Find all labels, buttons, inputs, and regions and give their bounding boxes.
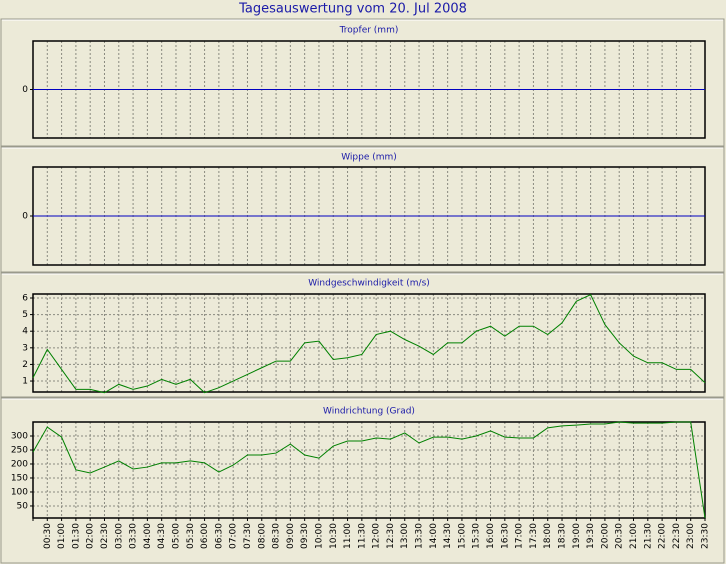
x-tick-label: 00:30 bbox=[43, 523, 53, 549]
x-tick-label: 09:00 bbox=[286, 523, 296, 549]
x-tick-label: 14:00 bbox=[429, 523, 439, 549]
y-tick-label: 300 bbox=[11, 431, 28, 441]
x-tick-label: 11:00 bbox=[343, 523, 353, 549]
panel-title: Windgeschwindigkeit (m/s) bbox=[308, 279, 430, 289]
x-tick-label: 22:30 bbox=[672, 523, 682, 549]
x-tick-label: 02:00 bbox=[86, 523, 96, 549]
x-tick-label: 18:30 bbox=[558, 523, 568, 549]
y-tick-label: 250 bbox=[11, 445, 28, 455]
x-tick-label: 21:30 bbox=[643, 523, 653, 549]
x-tick-label: 17:30 bbox=[529, 523, 539, 549]
panel-title: Windrichtung (Grad) bbox=[323, 407, 415, 417]
x-tick-label: 13:30 bbox=[415, 523, 425, 549]
panel-frame bbox=[0, 272, 725, 398]
x-tick-label: 16:30 bbox=[500, 523, 510, 549]
x-tick-label: 08:30 bbox=[272, 523, 282, 549]
x-tick-label: 04:00 bbox=[143, 523, 153, 549]
x-tick-label: 19:30 bbox=[586, 523, 596, 549]
x-tick-label: 10:30 bbox=[329, 523, 339, 549]
x-tick-label: 04:30 bbox=[157, 523, 167, 549]
data-line bbox=[32, 421, 706, 519]
x-tick-label: 13:00 bbox=[400, 523, 410, 549]
x-tick-label: 09:30 bbox=[300, 523, 310, 549]
x-tick-label: 20:30 bbox=[615, 523, 625, 549]
x-tick-label: 21:00 bbox=[629, 523, 639, 549]
page-title: Tagesauswertung vom 20. Jul 2008 bbox=[238, 2, 467, 17]
y-tick-label: 1 bbox=[22, 377, 28, 387]
panel-title: Wippe (mm) bbox=[341, 153, 397, 163]
x-tick-label: 07:30 bbox=[243, 523, 253, 549]
plot-border bbox=[32, 421, 706, 519]
x-tick-label: 11:30 bbox=[357, 523, 367, 549]
y-tick-label: 5 bbox=[22, 310, 28, 320]
y-tick-label: 0 bbox=[22, 85, 28, 95]
x-tick-label: 15:30 bbox=[472, 523, 482, 549]
y-tick-label: 4 bbox=[22, 327, 28, 337]
x-tick-label: 10:00 bbox=[314, 523, 324, 549]
x-tick-label: 05:30 bbox=[186, 523, 196, 549]
x-tick-label: 17:00 bbox=[515, 523, 525, 549]
x-tick-label: 06:00 bbox=[200, 523, 210, 549]
x-tick-label: 03:00 bbox=[114, 523, 124, 549]
y-tick-label: 150 bbox=[11, 473, 28, 483]
x-tick-label: 14:30 bbox=[443, 523, 453, 549]
y-tick-label: 100 bbox=[11, 487, 28, 497]
x-tick-label: 01:30 bbox=[71, 523, 81, 549]
x-tick-label: 23:30 bbox=[701, 523, 711, 549]
data-line bbox=[32, 294, 706, 394]
x-tick-label: 15:00 bbox=[457, 523, 467, 549]
x-tick-label: 16:00 bbox=[486, 523, 496, 549]
y-tick-label: 0 bbox=[22, 212, 28, 222]
plot-border bbox=[32, 293, 706, 393]
x-tick-label: 22:00 bbox=[658, 523, 668, 549]
x-tick-label: 07:00 bbox=[229, 523, 239, 549]
x-tick-label: 02:30 bbox=[100, 523, 110, 549]
x-tick-label: 12:30 bbox=[386, 523, 396, 549]
x-tick-label: 06:30 bbox=[214, 523, 224, 549]
panel-frame bbox=[0, 397, 725, 564]
panel-frame bbox=[0, 146, 725, 273]
y-tick-label: 3 bbox=[22, 343, 28, 353]
x-tick-label: 12:00 bbox=[372, 523, 382, 549]
x-tick-label: 20:00 bbox=[600, 523, 610, 549]
x-tick-label: 05:00 bbox=[171, 523, 181, 549]
y-tick-label: 2 bbox=[22, 360, 28, 370]
x-tick-label: 23:00 bbox=[686, 523, 696, 549]
y-tick-label: 6 bbox=[22, 293, 28, 303]
x-tick-label: 01:00 bbox=[57, 523, 67, 549]
y-tick-label: 50 bbox=[17, 501, 29, 511]
x-tick-label: 19:00 bbox=[572, 523, 582, 549]
panel-title: Tropfer (mm) bbox=[339, 26, 399, 36]
panel-frame bbox=[0, 18, 725, 147]
x-tick-label: 08:00 bbox=[257, 523, 267, 549]
x-tick-label: 18:00 bbox=[543, 523, 553, 549]
y-tick-label: 200 bbox=[11, 459, 28, 469]
x-tick-label: 03:30 bbox=[129, 523, 139, 549]
